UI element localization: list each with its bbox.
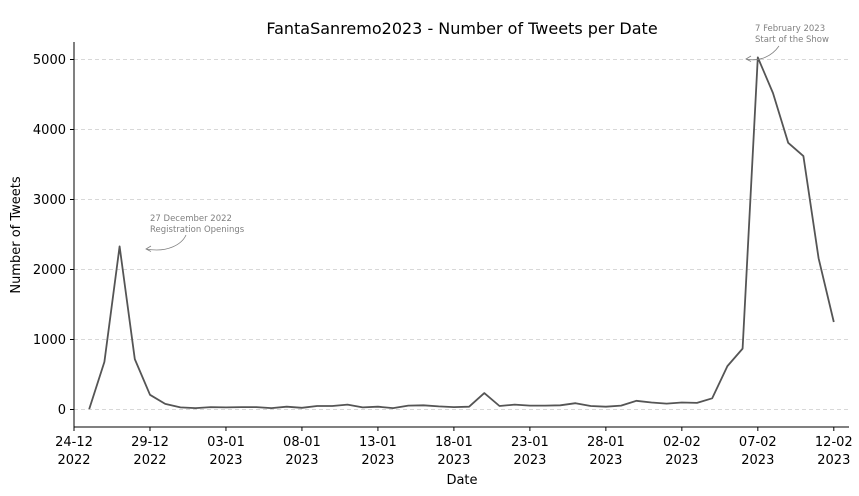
x-tick-year: 2023 [665,453,698,468]
y-ticks: 0 1000 2000 3000 4000 5000 [33,53,74,418]
annotation-date: 27 December 2022 [150,214,232,224]
annotation-arrow [145,234,187,251]
annotation-label: Registration Openings [150,225,245,235]
annotation-arrowhead [145,245,152,252]
x-tick-year: 2022 [57,453,90,468]
y-tick-label: 5000 [33,53,66,68]
y-tick-label: 0 [58,403,66,418]
tweets-series-line [88,56,835,410]
y-tick-label: 3000 [33,193,66,208]
x-tick-label: 18-01 [435,435,473,450]
annotation-date: 7 February 2023 [755,24,825,34]
x-tick-label: 13-01 [359,435,397,450]
x-tick-label: 23-01 [511,435,549,450]
x-tick-year: 2023 [209,453,242,468]
annotation-arrowhead [745,55,752,62]
x-tick-year: 2023 [741,453,774,468]
x-tick-year: 2022 [133,453,166,468]
y-tick-label: 4000 [33,123,66,138]
y-tick-label: 1000 [33,333,66,348]
annotation-label: Start of the Show [755,35,829,45]
x-tick-year: 2023 [361,453,394,468]
axes [73,42,849,428]
x-ticks: 24-12 2022 29-12 2022 03-01 2023 08-01 2023 13-0… [55,427,853,468]
y-tick-label: 2000 [33,263,66,278]
x-tick-year: 2023 [285,453,318,468]
x-tick-label: 12-02 [815,435,853,450]
x-tick-label: 24-12 [55,435,93,450]
chart-title: FantaSanremo2023 - Number of Tweets per … [266,19,657,38]
x-tick-label: 08-01 [283,435,321,450]
x-tick-label: 07-02 [739,435,777,450]
x-tick-label: 28-01 [587,435,625,450]
x-tick-year: 2023 [513,453,546,468]
x-tick-year: 2023 [817,453,850,468]
y-axis-label: Number of Tweets [9,176,24,294]
x-axis-label: Date [446,473,477,488]
x-tick-label: 29-12 [131,435,169,450]
annotation-arrow [745,45,780,61]
x-tick-label: 03-01 [207,435,245,450]
grid-lines [74,59,849,410]
x-tick-year: 2023 [437,453,470,468]
x-tick-year: 2023 [589,453,622,468]
x-tick-label: 02-02 [663,435,701,450]
series-layer [88,56,835,410]
